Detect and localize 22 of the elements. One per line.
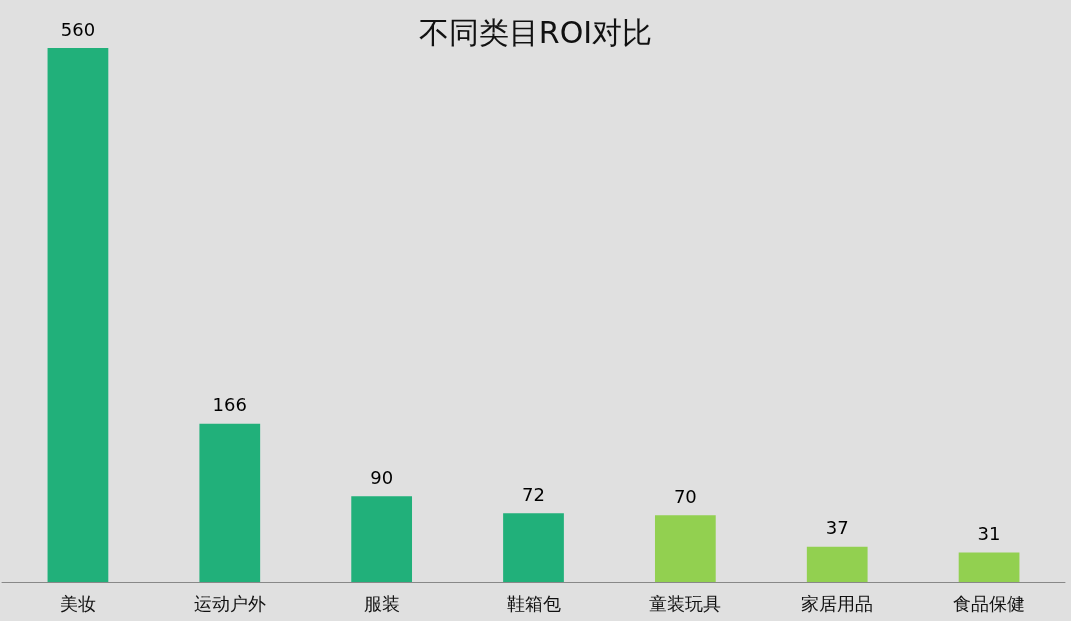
bar <box>654 515 716 582</box>
x-tick-label: 鞋箱包 <box>506 592 561 614</box>
x-tick-label: 运动户外 <box>193 592 266 614</box>
data-label: 70 <box>673 485 697 507</box>
x-tick-label: 童装玩具 <box>649 592 722 614</box>
data-label: 90 <box>370 466 394 488</box>
x-tick-label: 家居用品 <box>801 592 874 614</box>
data-label: 166 <box>212 394 247 416</box>
data-label: 72 <box>522 483 545 505</box>
bar <box>199 423 261 582</box>
bar <box>958 552 1020 582</box>
x-tick-label: 食品保健 <box>953 592 1026 614</box>
data-label: 37 <box>825 517 849 539</box>
x-tick-label: 服装 <box>363 592 400 614</box>
data-label: 31 <box>977 522 1001 544</box>
bar <box>806 546 868 582</box>
data-label: 560 <box>60 18 96 40</box>
chart-title: 不同类目ROI对比 <box>418 14 653 50</box>
bar <box>503 513 564 582</box>
x-tick-label: 美妆 <box>59 592 96 614</box>
bar <box>351 496 413 582</box>
bar <box>47 48 109 582</box>
